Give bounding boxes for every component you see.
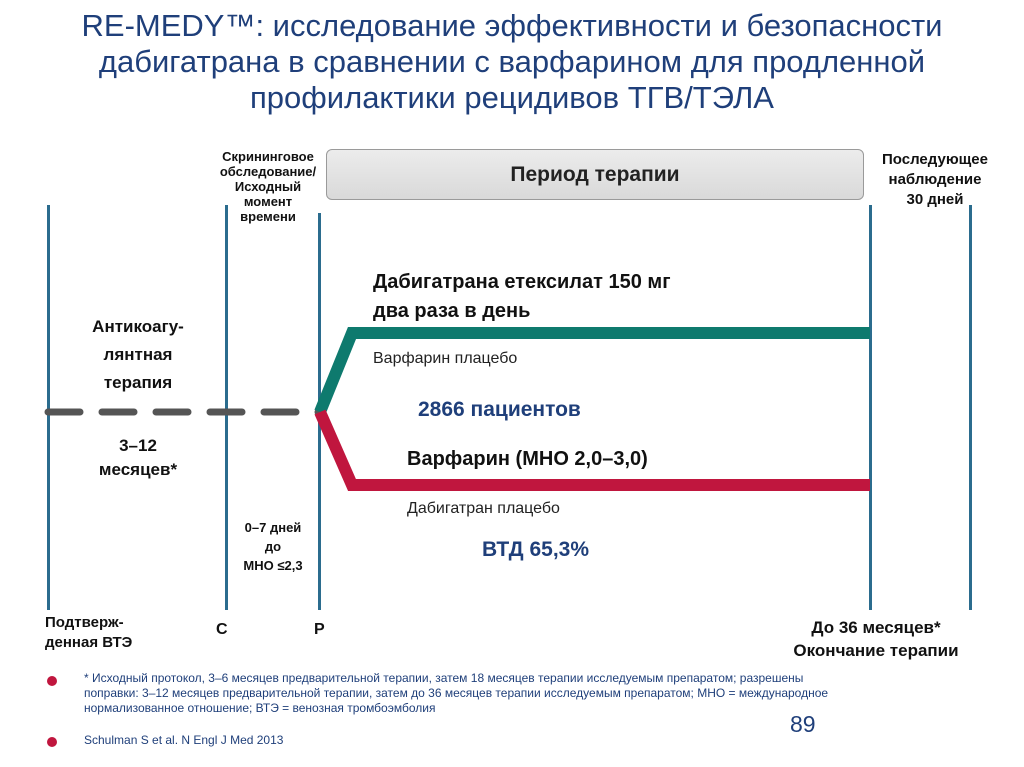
patients-count-label: 2866 пациентов [418,398,581,421]
followup-line-1: Последующее [882,151,988,168]
warfarin-arm-line [314,409,870,491]
screening-line-2: обследование/ [219,164,317,179]
anticoag-duration-2: месяцев* [98,460,178,479]
title-line-1: RE-MEDY™: исследование эффективности и б… [81,8,943,43]
warfarin-arm-label: Варфарин (МНО 2,0–3,0) [407,448,648,470]
screening-marker-label: С [216,621,228,638]
window-line-2: до [264,539,282,554]
vtd-label: ВТД 65,3% [482,538,590,561]
therapy-period-box: Период терапии [326,149,864,200]
dabigatran-dose-line-1: Дабигатрана етексилат 150 мг [373,271,671,293]
anticoag-duration-1: 3–12 [119,436,157,455]
randomization-marker-label: Р [314,621,325,638]
screening-line-4: момент [243,194,293,209]
timeline-end-therapy [869,205,872,610]
dabigatran-dose-line-2: два раза в день [373,300,531,322]
end-therapy-label: До 36 месяцев* Окончание терапии [756,616,996,662]
screening-line-1: Скрининговое [222,149,314,164]
anticoag-line-2: лянтная [103,345,173,364]
title-line-3: профилактики рецидивов ТГВ/ТЭЛА [250,80,774,115]
anticoag-line-1: Антикоагу- [92,317,184,336]
screening-line-5: времени [240,209,296,224]
page-number: 89 [790,711,816,737]
title-line-2: дабигатрана в сравнении с варфарином для… [98,44,926,79]
timeline-confirmed-vte [47,205,50,610]
window-line-3: МНО ≤2,3 [243,558,303,573]
followup-line-3: 30 дней [906,191,964,208]
end-therapy-line-1: До 36 месяцев* [811,618,941,637]
footnote-line-1: * Исходный протокол, 3–6 месяцев предвар… [84,671,804,685]
footnote-bullet-icon [47,676,57,686]
dabigatran-placebo-label: Дабигатран плацебо [407,500,560,517]
timeline-followup-end [969,205,972,610]
warfarin-placebo-label: Варфарин плацебо [373,350,518,367]
screening-line-3: Исходный [234,179,302,194]
footnote-text: * Исходный протокол, 3–6 месяцев предвар… [84,671,984,716]
followup-label: Последующее наблюдение 30 дней [862,150,1008,210]
anticoagulant-duration-label: 3–12 месяцев* [58,434,218,482]
slide-title: RE-MEDY™: исследование эффективности и б… [0,8,1024,116]
anticoag-line-3: терапия [103,373,173,392]
footnote-line-3: нормализованное отношение; ВТЭ = венозна… [84,701,436,715]
dabigatran-arm-label: Дабигатрана етексилат 150 мг два раза в … [373,268,671,326]
confirmed-vte-line-1: Подтверж- [45,614,124,631]
therapy-period-label: Период терапии [510,162,680,186]
screening-label: Скрининговое обследование/ Исходный моме… [206,149,330,224]
reference-text: Schulman S et al. N Engl J Med 2013 [84,733,284,747]
window-line-1: 0–7 дней [244,520,302,535]
confirmed-vte-line-2: денная ВТЭ [45,634,133,651]
dabigatran-arm-line [314,327,870,415]
followup-line-2: наблюдение [888,171,982,188]
footnote-line-2: поправки: 3–12 месяцев предварительной т… [84,686,829,700]
reference-bullet-icon [47,737,57,747]
timeline-screening [225,205,228,610]
anticoagulant-therapy-label: Антикоагу- лянтная терапия [58,313,218,397]
end-therapy-line-2: Окончание терапии [793,641,959,660]
randomization-window-label: 0–7 дней до МНО ≤2,3 [226,518,320,575]
confirmed-vte-label: Подтверж- денная ВТЭ [45,613,132,653]
